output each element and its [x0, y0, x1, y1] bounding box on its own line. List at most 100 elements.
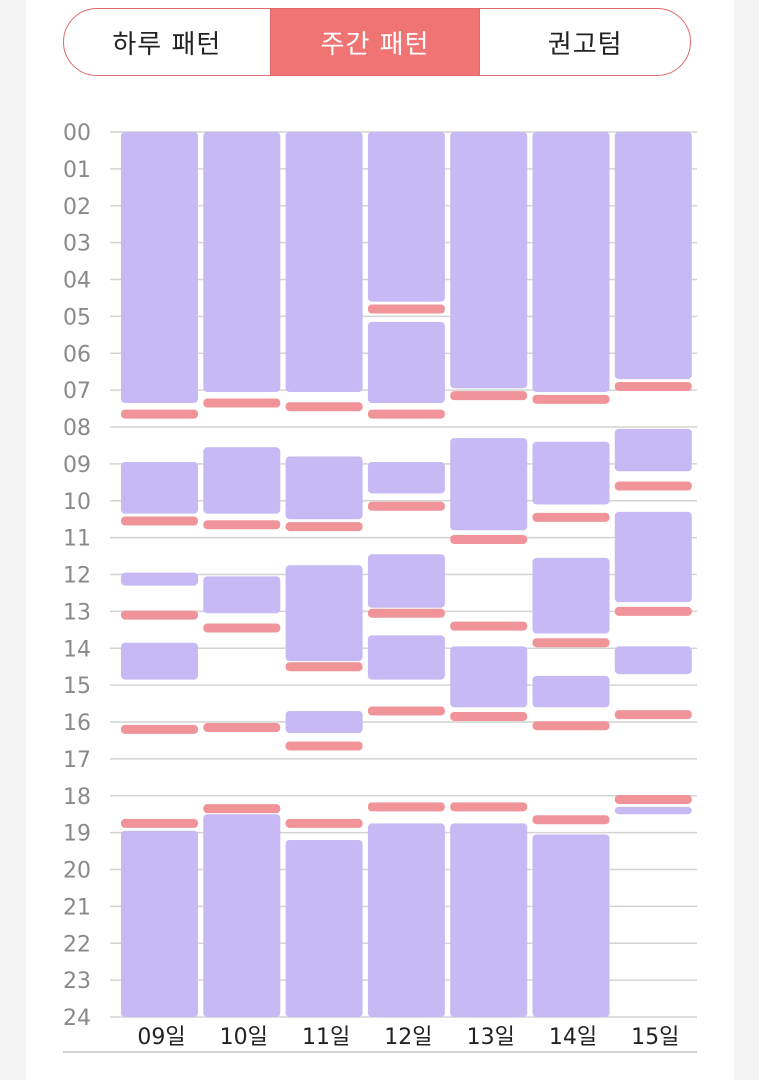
sleep-block [450, 823, 528, 1017]
sleep-block [532, 834, 610, 1017]
sleep-block [367, 132, 445, 302]
hour-tick-label: 00 [63, 121, 91, 146]
day-tick-label: 11일 [302, 1025, 350, 1050]
day-tick-label: 10일 [220, 1025, 268, 1050]
sleep-block [614, 511, 692, 603]
marker-bar [285, 402, 363, 412]
hour-tick-label: 01 [63, 158, 91, 183]
marker-bar [614, 794, 692, 804]
sleep-block [367, 554, 445, 608]
marker-bar [532, 638, 610, 648]
marker-bar [367, 304, 445, 314]
sleep-block [121, 830, 198, 1017]
marker-bar [121, 409, 198, 419]
marker-bar [285, 662, 363, 672]
sleep-block [285, 565, 363, 662]
sleep-block [614, 132, 692, 380]
day-tick-label: 13일 [467, 1025, 515, 1050]
marker-bar [367, 501, 445, 511]
marker-bar [203, 623, 281, 633]
sleep-block [203, 814, 281, 1017]
sleep-block [532, 675, 610, 708]
day-tick-label: 09일 [137, 1025, 185, 1050]
sleep-block [285, 710, 363, 734]
sleep-block [532, 132, 610, 392]
marker-bar [614, 606, 692, 616]
marker-bar [450, 391, 528, 401]
hour-tick-label: 02 [63, 195, 91, 220]
marker-bar [614, 381, 692, 391]
sleep-block [121, 642, 198, 680]
hour-tick-label: 16 [63, 711, 91, 736]
hour-tick-label: 11 [63, 527, 91, 552]
hour-tick-label: 17 [63, 748, 91, 773]
marker-bar [367, 706, 445, 716]
hour-tick-label: 19 [63, 822, 91, 847]
marker-bar [450, 534, 528, 544]
marker-bar [367, 409, 445, 419]
sleep-block [121, 462, 198, 514]
day-tick-label: 14일 [549, 1025, 597, 1050]
sleep-block [614, 428, 692, 472]
sleep-block [532, 557, 610, 634]
hour-tick-label: 13 [63, 600, 91, 625]
marker-bar [614, 481, 692, 491]
sleep-block [614, 806, 692, 815]
marker-bar [532, 394, 610, 404]
marker-bar [450, 711, 528, 721]
sleep-block [367, 635, 445, 680]
pattern-tab-bar: 하루 패턴 주간 패턴 권고텀 [63, 8, 691, 76]
marker-bar [367, 802, 445, 812]
marker-bar [203, 723, 281, 733]
hour-tick-label: 23 [63, 969, 91, 994]
marker-bar [285, 818, 363, 828]
marker-bar [121, 610, 198, 620]
sleep-block [285, 132, 363, 392]
hour-tick-label: 10 [63, 490, 91, 515]
hour-tick-label: 03 [63, 232, 91, 257]
sleep-block [367, 823, 445, 1017]
hour-tick-label: 05 [63, 305, 91, 330]
marker-bar [121, 818, 198, 828]
hour-tick-label: 06 [63, 342, 91, 367]
tab-weekly-pattern[interactable]: 주간 패턴 [269, 9, 480, 75]
marker-bar [532, 815, 610, 825]
marker-bar [532, 721, 610, 731]
marker-bar [285, 741, 363, 751]
marker-bar [203, 398, 281, 408]
hour-tick-label: 07 [63, 379, 91, 404]
sleep-block [203, 576, 281, 614]
marker-bar [121, 516, 198, 526]
hour-tick-label: 20 [63, 859, 91, 884]
sleep-block [614, 646, 692, 675]
sleep-block [532, 441, 610, 505]
sleep-block [450, 646, 528, 708]
sleep-block [203, 447, 281, 514]
sleep-block [450, 438, 528, 531]
marker-bar [450, 802, 528, 812]
hour-tick-label: 15 [63, 674, 91, 699]
hour-tick-label: 12 [63, 564, 91, 589]
sleep-block [367, 462, 445, 494]
marker-bar [532, 512, 610, 522]
marker-bar [614, 710, 692, 720]
tab-daily-pattern[interactable]: 하루 패턴 [112, 29, 222, 60]
sleep-block [450, 132, 528, 389]
marker-bar [450, 621, 528, 631]
sleep-block [285, 840, 363, 1017]
marker-bar [203, 520, 281, 530]
day-tick-label: 15일 [631, 1025, 679, 1050]
hour-tick-label: 24 [63, 1006, 91, 1031]
hour-tick-label: 18 [63, 785, 91, 810]
hour-tick-label: 08 [63, 416, 91, 441]
day-tick-label: 12일 [384, 1025, 432, 1050]
hour-tick-label: 09 [63, 453, 91, 478]
marker-bar [203, 804, 281, 814]
hour-tick-label: 14 [63, 637, 91, 662]
tab-recommended-interval[interactable]: 권고텀 [479, 9, 690, 75]
sleep-block [203, 132, 281, 392]
hour-tick-label: 21 [63, 895, 91, 920]
marker-bar [121, 724, 198, 734]
marker-bar [367, 608, 445, 618]
